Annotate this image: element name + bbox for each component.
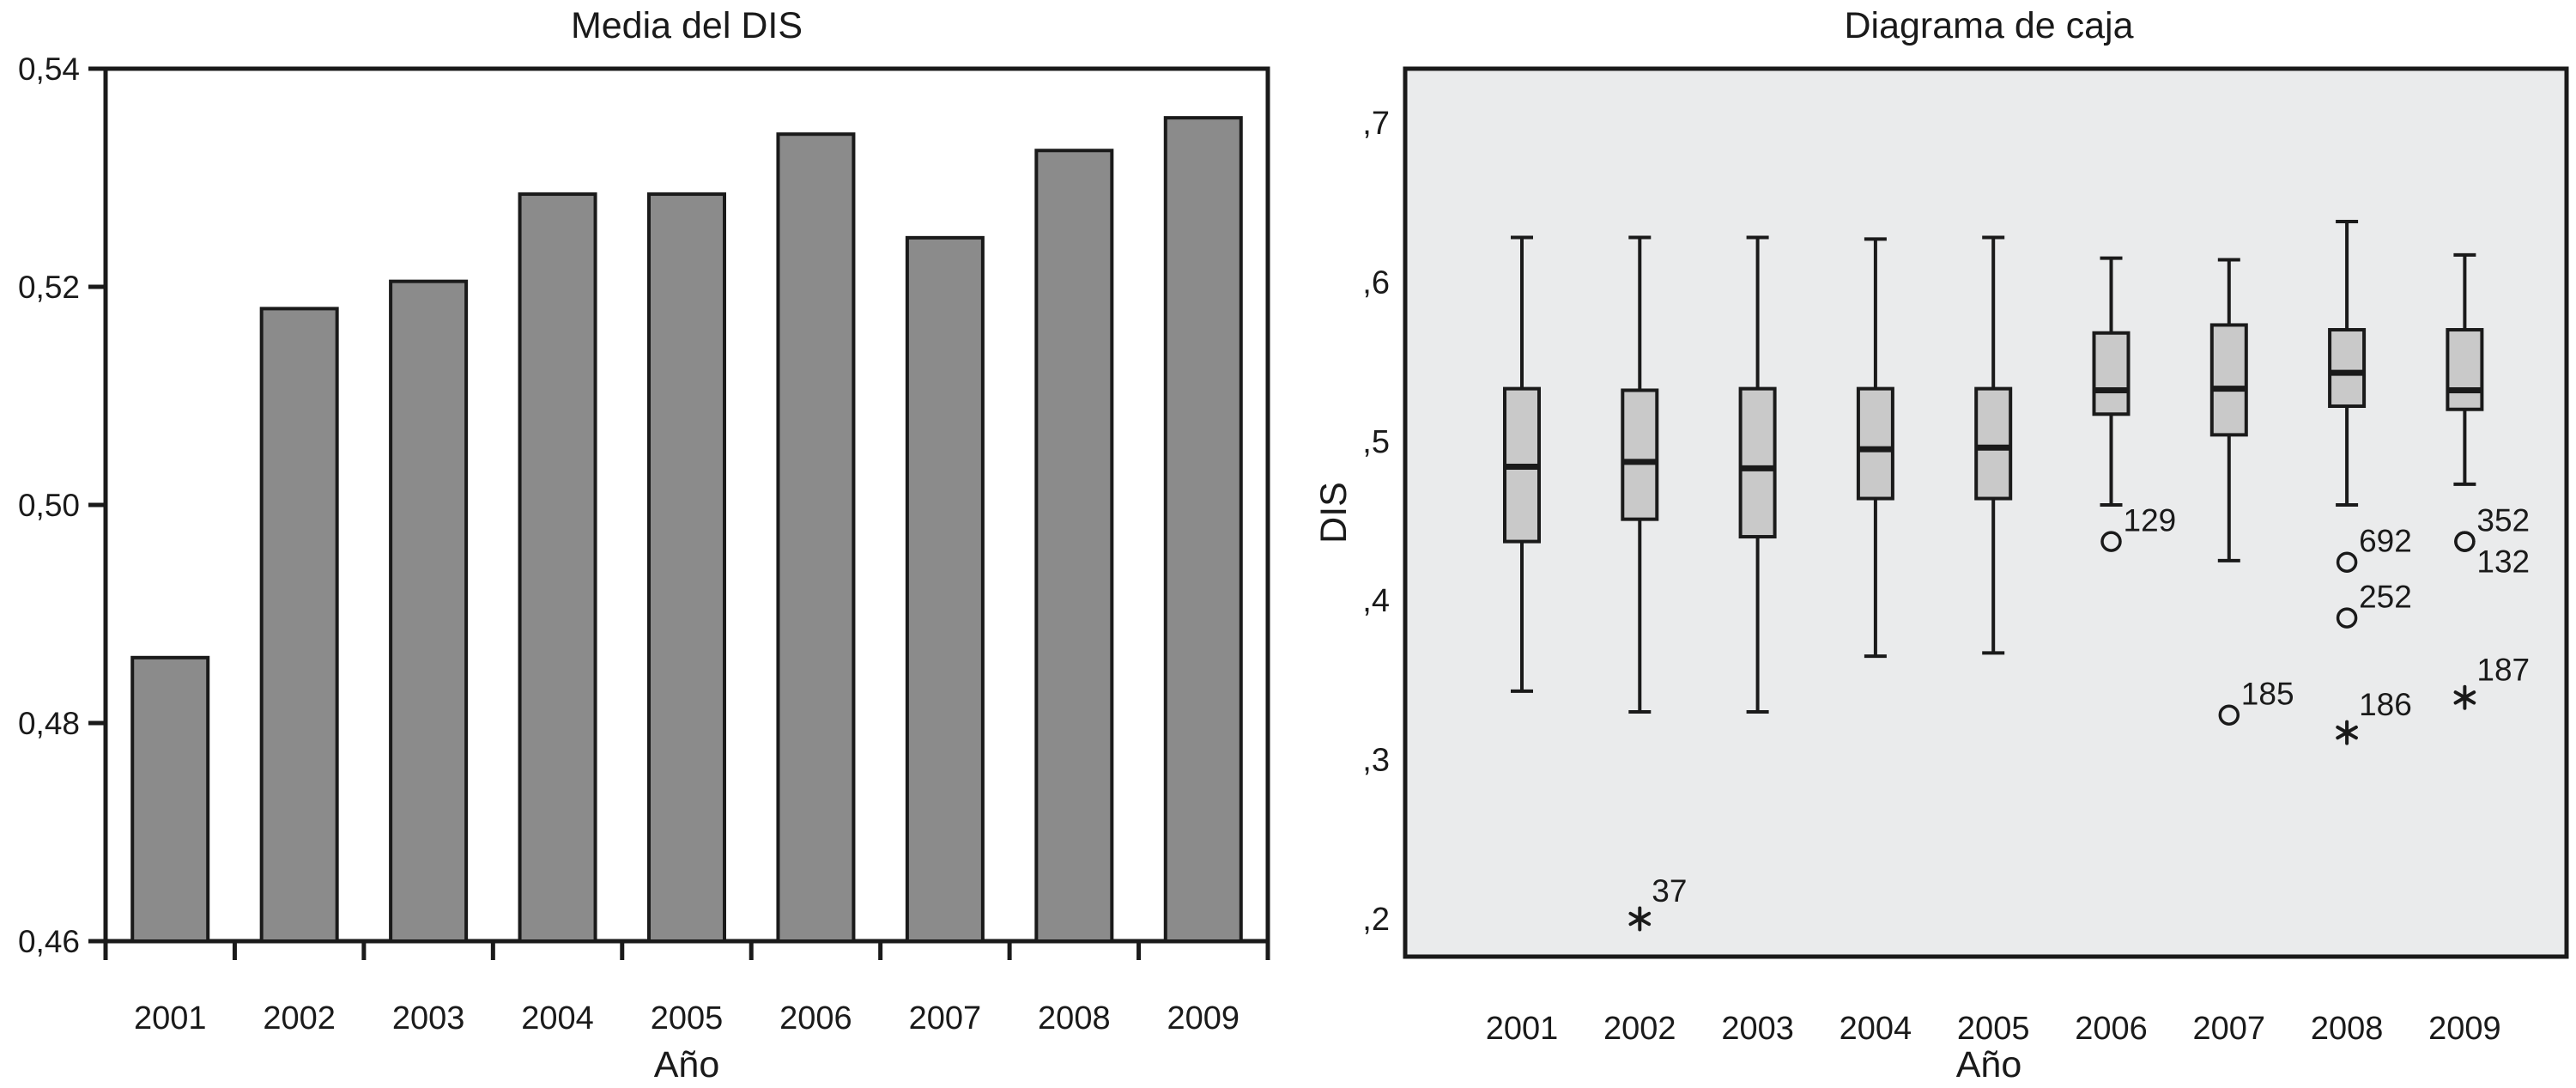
iqr-box <box>1738 386 1777 539</box>
outlier-label: 37 <box>1652 873 1687 909</box>
x-axis-tick-label: 2007 <box>909 1000 982 1036</box>
iqr-box <box>2092 331 2131 416</box>
box-2003 <box>1738 235 1777 714</box>
y-axis-tick-label: 0,50 <box>18 488 80 523</box>
bar-2004 <box>518 192 597 944</box>
iqr-box <box>2446 328 2484 411</box>
x-axis-tick-label: 2009 <box>1167 1000 1240 1036</box>
outlier-circle <box>2218 704 2240 726</box>
x-axis-tick-label: 2003 <box>1721 1011 1794 1047</box>
outlier-circle <box>2100 531 2122 552</box>
bar-2007 <box>905 235 985 944</box>
x-axis-tick-label: 2005 <box>1957 1011 2030 1047</box>
x-axis-tick-label: 2006 <box>779 1000 852 1036</box>
x-axis-tick-label: 2002 <box>1603 1011 1676 1047</box>
bar-2008 <box>1034 149 1114 943</box>
iqr-box <box>2209 323 2248 437</box>
box-2002 <box>1621 235 1659 932</box>
bar-2005 <box>647 192 726 944</box>
y-axis-tick-label: 0,52 <box>18 270 80 305</box>
box-2001 <box>1503 235 1541 693</box>
outlier-label: 352 <box>2476 503 2530 538</box>
x-axis-tick-label: 2002 <box>263 1000 336 1036</box>
bar-2002 <box>259 307 339 943</box>
box-plot-chart <box>1403 66 2569 959</box>
outlier-asterisk <box>1628 911 1652 927</box>
y-axis-tick-label: 0,48 <box>18 706 80 741</box>
box-2008 <box>2328 219 2367 745</box>
x-axis-tick-label: 2004 <box>1840 1011 1912 1047</box>
x-axis-tick-label: 2008 <box>2311 1011 2384 1047</box>
y-axis-tick-label: ,6 <box>1362 264 1390 301</box>
iqr-box <box>1974 386 2013 501</box>
box-2005 <box>1974 235 2013 655</box>
boxplot-title: Diagrama de caja <box>1844 5 2133 46</box>
bar-2006 <box>776 132 856 943</box>
outlier-label: 132 <box>2476 544 2530 580</box>
outlier-asterisk <box>2336 725 2358 740</box>
bar-2009 <box>1163 116 1243 943</box>
x-axis-tick-label: 2004 <box>521 1000 594 1036</box>
y-axis-label-dis: DIS <box>1313 482 1355 544</box>
boxplot-plot-background <box>1403 66 2569 959</box>
iqr-box <box>1856 386 1894 501</box>
bar-2003 <box>389 279 469 943</box>
y-axis-tick-label: ,7 <box>1362 106 1390 142</box>
x-axis-tick-label: 2001 <box>1486 1011 1559 1047</box>
box-2004 <box>1856 237 1894 659</box>
outlier-circle <box>2454 531 2476 552</box>
y-axis-tick-label: ,2 <box>1362 902 1390 938</box>
y-axis-tick-label: ,4 <box>1362 583 1390 619</box>
x-axis-tick-label: 2001 <box>134 1000 207 1036</box>
outlier-circle <box>2336 551 2358 573</box>
iqr-box <box>1621 388 1659 521</box>
x-axis-tick-label: 2009 <box>2428 1011 2501 1047</box>
outlier-circle <box>2336 607 2358 629</box>
bar-chart-xlabel: Año <box>654 1044 720 1084</box>
box-2006 <box>2092 256 2131 552</box>
x-axis-tick-label: 2005 <box>651 1000 724 1036</box>
box-2007 <box>2209 258 2248 726</box>
outlier-label: 186 <box>2359 687 2412 722</box>
y-axis-tick-label: ,5 <box>1362 424 1390 460</box>
bar-chart-title: Media del DIS <box>571 5 803 46</box>
y-axis-tick-label: ,3 <box>1362 743 1390 779</box>
x-axis-tick-label: 2007 <box>2193 1011 2266 1047</box>
bar-2001 <box>130 655 210 943</box>
y-axis-tick-label: 0,54 <box>18 52 80 87</box>
boxplot-xlabel: Año <box>1956 1044 2022 1084</box>
outlier-label: 185 <box>2241 677 2294 712</box>
x-axis-tick-label: 2008 <box>1038 1000 1111 1036</box>
outlier-label: 129 <box>2124 503 2177 538</box>
iqr-box <box>2328 328 2367 409</box>
outlier-label: 252 <box>2359 580 2412 615</box>
bar-chart <box>88 66 1270 960</box>
x-axis-tick-label: 2006 <box>2075 1011 2148 1047</box>
outlier-label: 187 <box>2476 652 2530 687</box>
y-axis-tick-label: 0,46 <box>18 924 80 959</box>
outlier-label: 692 <box>2359 524 2412 559</box>
outlier-asterisk <box>2453 690 2476 705</box>
box-2009 <box>2446 252 2484 710</box>
x-axis-tick-label: 2003 <box>392 1000 465 1036</box>
